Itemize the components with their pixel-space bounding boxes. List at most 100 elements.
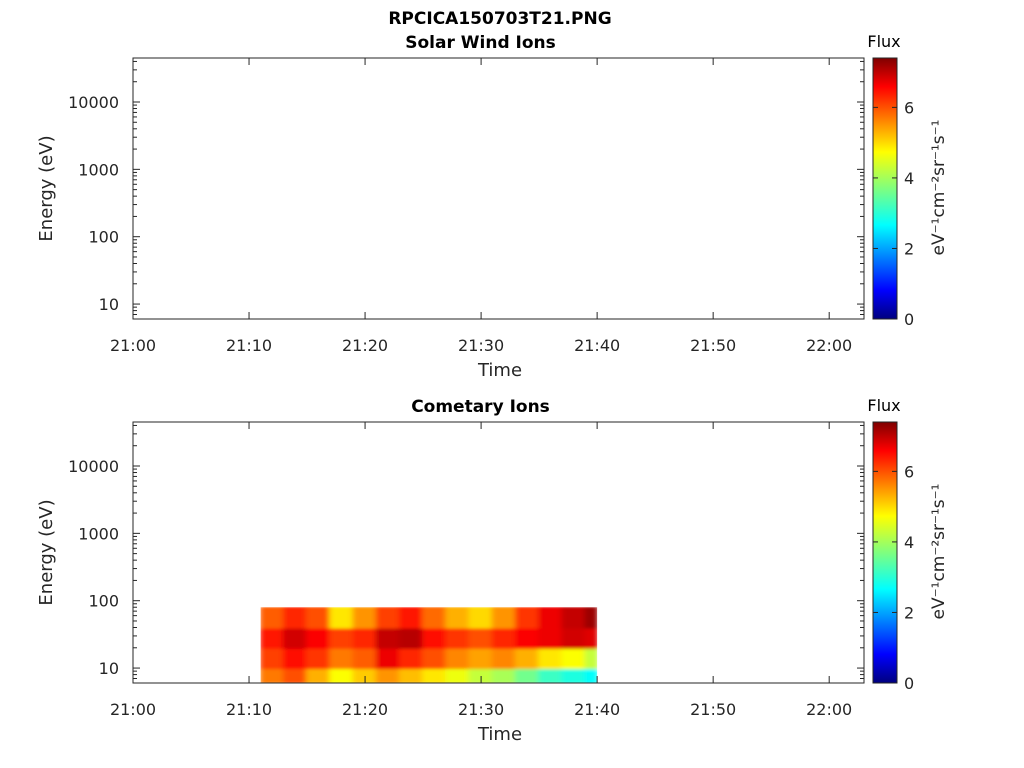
heatmap-cell xyxy=(538,646,564,670)
colorbar-tick-label: 2 xyxy=(904,603,914,622)
heatmap-cell xyxy=(260,626,285,649)
y-tick-label: 10 xyxy=(99,659,119,678)
heatmap-cell xyxy=(538,667,564,684)
heatmap-cell xyxy=(398,667,425,684)
x-tick-label: 22:00 xyxy=(806,700,852,719)
heatmap-cell xyxy=(468,646,494,670)
heatmap-cell xyxy=(422,646,448,670)
x-tick-label: 21:00 xyxy=(110,336,156,355)
x-tick-label: 21:00 xyxy=(110,700,156,719)
heatmap-cell xyxy=(398,607,425,629)
heatmap-cell xyxy=(375,607,401,629)
heatmap-cell xyxy=(398,626,425,649)
x-tick-label: 21:50 xyxy=(690,336,736,355)
heatmap-cell xyxy=(538,626,564,649)
heatmap-cell xyxy=(584,607,598,629)
heatmap-cell xyxy=(306,607,332,629)
heatmap-cell xyxy=(306,667,332,684)
heatmap-cell xyxy=(352,626,378,649)
plot-area xyxy=(132,57,865,320)
colorbar: 0 2 4 6 Flux eV⁻¹cm⁻²sr⁻¹s⁻¹ xyxy=(867,396,949,693)
heatmap-cell xyxy=(260,667,285,684)
heatmap-cell xyxy=(282,667,309,684)
x-tick-label: 21:20 xyxy=(342,700,388,719)
y-tick-label: 100 xyxy=(88,228,119,247)
y-axis-label: Energy (eV) xyxy=(36,499,57,605)
heatmap-cell xyxy=(514,646,541,670)
x-tick-label: 21:40 xyxy=(574,336,620,355)
panel-solar-wind-ions: Solar Wind Ions 21:00 21:10 21:20 21:30 21:40… xyxy=(36,32,949,381)
panel-title: Cometary Ions xyxy=(411,397,550,417)
heatmap-cell xyxy=(329,607,355,629)
x-tick-label: 21:10 xyxy=(226,700,272,719)
heatmap-cell xyxy=(561,667,587,684)
heatmap-cell xyxy=(352,646,378,670)
heatmap xyxy=(260,607,598,684)
heatmap-cell xyxy=(260,646,285,670)
colorbar-tick-label: 4 xyxy=(904,169,914,188)
heatmap-cell xyxy=(352,667,378,684)
heatmap-cell xyxy=(491,667,517,684)
colorbar-title: Flux xyxy=(867,396,900,415)
heatmap-cell xyxy=(445,667,471,684)
colorbar-unit-label: eV⁻¹cm⁻²sr⁻¹s⁻¹ xyxy=(929,484,949,620)
heatmap-cell xyxy=(584,667,598,684)
heatmap-cell xyxy=(422,667,448,684)
heatmap-cell xyxy=(422,607,448,629)
heatmap-cell xyxy=(468,626,494,649)
x-tick-label: 21:20 xyxy=(342,336,388,355)
heatmap-cell xyxy=(422,626,448,649)
y-tick-label: 10 xyxy=(99,295,119,314)
plot-area xyxy=(132,421,865,684)
heatmap-cell xyxy=(306,646,332,670)
heatmap-cell xyxy=(491,607,517,629)
colorbar-tick-label: 4 xyxy=(904,533,914,552)
y-tick-label: 1000 xyxy=(78,524,119,543)
heatmap-cell xyxy=(445,626,471,649)
colorbar-unit-label: eV⁻¹cm⁻²sr⁻¹s⁻¹ xyxy=(929,120,949,256)
heatmap-cell xyxy=(282,607,309,629)
heatmap-cell xyxy=(375,667,401,684)
y-tick-label: 10000 xyxy=(68,457,119,476)
x-tick-label: 21:10 xyxy=(226,336,272,355)
heatmap-cell xyxy=(282,646,309,670)
heatmap-cell xyxy=(514,626,541,649)
heatmap-cell xyxy=(468,667,494,684)
heatmap-cell xyxy=(561,607,587,629)
heatmap-cell xyxy=(445,607,471,629)
heatmap-cell xyxy=(584,646,598,670)
heatmap-cell xyxy=(561,646,587,670)
x-tick-label: 21:40 xyxy=(574,700,620,719)
colorbar-tick-label: 2 xyxy=(904,239,914,258)
heatmap-cell xyxy=(398,646,425,670)
x-axis-label: Time xyxy=(477,360,522,381)
heatmap-cell xyxy=(282,626,309,649)
colorbar-tick-label: 6 xyxy=(904,462,914,481)
colorbar-tick-label: 6 xyxy=(904,98,914,117)
heatmap-cell xyxy=(306,626,332,649)
heatmap-cell xyxy=(491,626,517,649)
heatmap-cell xyxy=(514,607,541,629)
panel-title: Solar Wind Ions xyxy=(405,33,556,53)
heatmap-cell xyxy=(491,646,517,670)
heatmap-cell xyxy=(375,626,401,649)
figure-title: RPCICA150703T21.PNG xyxy=(388,9,611,29)
heatmap-cell xyxy=(329,667,355,684)
x-tick-label: 21:50 xyxy=(690,700,736,719)
heatmap-cell xyxy=(329,646,355,670)
heatmap-cell xyxy=(514,667,541,684)
colorbar-tick-label: 0 xyxy=(904,310,914,329)
colorbar-tick-label: 0 xyxy=(904,674,914,693)
x-tick-label: 21:30 xyxy=(458,336,504,355)
y-axis-label: Energy (eV) xyxy=(36,135,57,241)
heatmap-cell xyxy=(445,646,471,670)
y-tick-label: 10000 xyxy=(68,93,119,112)
heatmap-cell xyxy=(561,626,587,649)
colorbar: 0 2 4 6 Flux eV⁻¹cm⁻²sr⁻¹s⁻¹ xyxy=(867,32,949,329)
x-tick-label: 21:30 xyxy=(458,700,504,719)
heatmap-cell xyxy=(260,607,285,629)
heatmap-cell xyxy=(329,626,355,649)
x-tick-label: 22:00 xyxy=(806,336,852,355)
